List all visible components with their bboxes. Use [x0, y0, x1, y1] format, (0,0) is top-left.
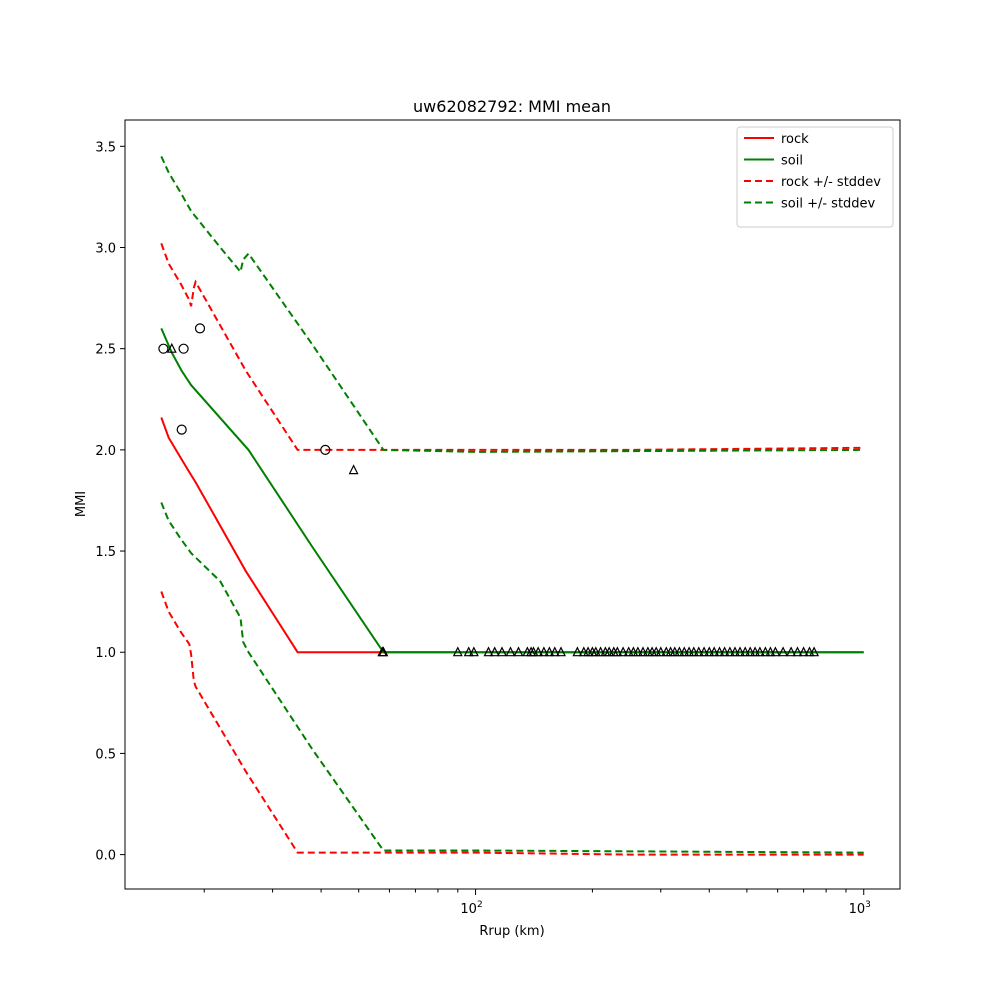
legend-label: rock — [781, 132, 809, 147]
plot-frame — [124, 119, 901, 890]
observation-triangle-marker — [798, 646, 809, 657]
observation-triangle-marker — [709, 646, 720, 657]
observation-triangle-marker — [778, 646, 789, 657]
observation-triangle-marker — [528, 646, 539, 657]
observation-circle-marker — [194, 323, 206, 334]
observation-triangle-marker — [693, 646, 704, 657]
observation-triangle-marker — [760, 646, 771, 657]
observation-triangle-marker — [612, 646, 623, 657]
series-line-0 — [160, 417, 864, 654]
legend-frame — [736, 126, 894, 228]
observation-triangle-marker — [740, 646, 751, 657]
observation-triangle-marker — [735, 646, 745, 657]
chart-title: uw62082792: MMI mean — [413, 97, 611, 116]
observation-triangle-marker — [549, 646, 560, 657]
observation-triangle-marker — [750, 646, 761, 657]
plot-area — [158, 155, 864, 856]
observation-triangle-marker — [590, 646, 601, 657]
y-tick-label: 0.0 — [95, 849, 116, 864]
observation-triangle-marker — [704, 646, 715, 657]
y-tick-label: 0.5 — [95, 747, 116, 762]
observation-triangle-marker — [505, 646, 516, 657]
observation-triangle-marker — [770, 646, 781, 657]
observation-triangle-marker — [786, 646, 797, 657]
series-line-4 — [160, 155, 864, 453]
observation-triangle-marker — [595, 646, 606, 657]
y-tick-label: 2.0 — [95, 444, 116, 459]
observation-triangle-marker — [533, 646, 544, 657]
observation-triangle-marker — [623, 646, 634, 657]
observation-triangle-marker — [655, 646, 666, 657]
observation-triangle-marker — [688, 646, 699, 657]
legend-label: soil +/- stddev — [781, 197, 876, 212]
observation-triangle-marker — [468, 646, 479, 657]
legend: rock soil rock +/- stddev soil +/- stddev — [736, 126, 894, 228]
observation-triangle-marker — [513, 646, 524, 657]
observation-triangle-marker — [724, 646, 735, 657]
observation-triangle-marker — [638, 646, 648, 657]
observation-triangle-marker — [679, 646, 690, 657]
observation-circle-marker — [158, 343, 169, 354]
observation-triangle-marker — [719, 646, 730, 657]
observation-triangle-marker — [538, 646, 549, 657]
series-line-1 — [160, 328, 864, 654]
observation-triangle-marker — [684, 646, 695, 657]
observation-triangle-marker — [166, 342, 177, 353]
series-line-2 — [160, 243, 864, 451]
observation-triangle-marker — [632, 646, 643, 657]
y-tick-label: 3.5 — [95, 140, 116, 155]
observation-triangle-marker — [489, 646, 500, 657]
observation-triangle-marker — [348, 464, 359, 475]
observation-triangle-marker — [452, 646, 463, 657]
observation-triangle-marker — [674, 646, 685, 657]
observation-triangle-marker — [765, 646, 776, 657]
observation-triangle-marker — [754, 646, 765, 657]
y-tick-label: 1.5 — [95, 545, 116, 560]
observation-triangle-marker — [556, 646, 566, 657]
observation-triangle-marker — [699, 646, 710, 657]
observation-triangle-marker — [809, 646, 820, 657]
x-axis-label: Rrup (km) — [479, 924, 544, 939]
observation-circle-marker — [176, 424, 187, 435]
observation-triangle-marker — [730, 646, 740, 657]
y-tick-label: 3.0 — [95, 241, 116, 256]
observation-circle-marker — [178, 343, 189, 354]
observation-triangle-marker — [463, 646, 474, 657]
observation-triangle-marker — [618, 646, 629, 657]
observation-triangle-marker — [497, 646, 507, 657]
observation-triangle-marker — [714, 646, 725, 657]
observation-triangle-marker — [792, 646, 803, 657]
y-tick-label: 1.0 — [95, 646, 116, 661]
legend-label: rock +/- stddev — [781, 175, 881, 190]
observation-circle-marker — [320, 444, 331, 455]
observation-triangle-marker — [483, 646, 494, 657]
observation-triangle-marker — [572, 646, 583, 657]
observation-triangle-marker — [378, 646, 389, 657]
y-axis-label: MMI — [74, 491, 89, 517]
legend-label: soil — [781, 154, 803, 169]
observation-triangle-marker — [745, 646, 756, 657]
series-line-5 — [160, 502, 864, 854]
y-tick-label: 2.5 — [95, 343, 116, 358]
observation-triangle-marker — [544, 646, 555, 657]
series-line-3 — [160, 591, 864, 856]
